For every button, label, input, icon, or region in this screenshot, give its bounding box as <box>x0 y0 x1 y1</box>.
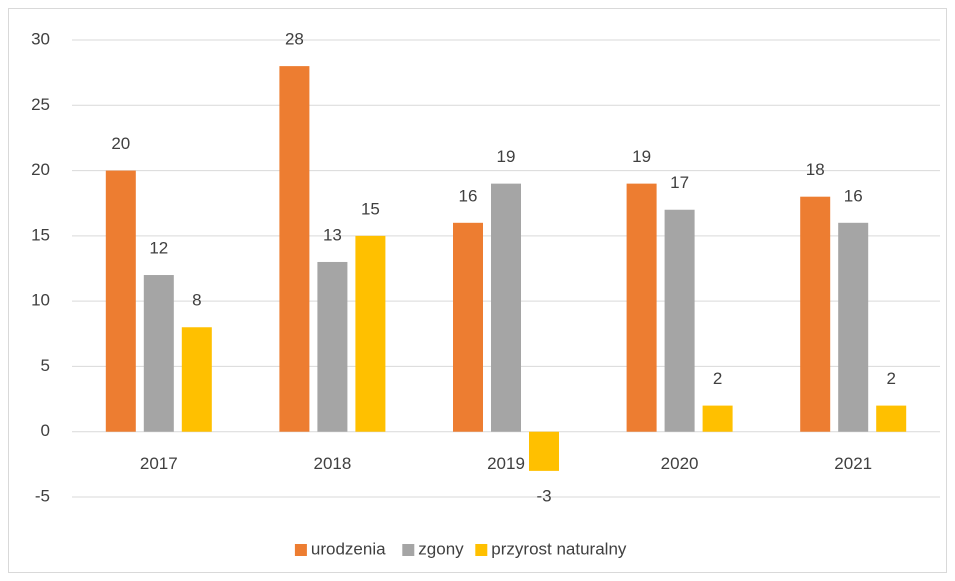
bar <box>664 209 695 432</box>
y-tick-label: -5 <box>35 486 50 505</box>
data-label: 13 <box>323 225 342 244</box>
bar <box>491 183 521 432</box>
data-label: 19 <box>497 147 516 166</box>
bar <box>626 183 657 432</box>
bar <box>181 327 212 432</box>
x-tick-label: 2018 <box>313 454 351 473</box>
y-tick-label: 25 <box>31 95 50 114</box>
y-tick-label: 15 <box>31 225 50 244</box>
y-tick-label: 10 <box>31 291 50 310</box>
bar <box>876 405 907 432</box>
y-tick-label: 30 <box>31 29 50 48</box>
x-tick-label: 2021 <box>834 454 872 473</box>
data-label: 19 <box>632 147 651 166</box>
data-label: 16 <box>844 186 863 205</box>
bar <box>317 261 348 432</box>
legend-label: urodzenia <box>311 539 386 558</box>
data-label: 2 <box>886 369 895 388</box>
bar <box>838 222 869 432</box>
x-tick-label: 2017 <box>140 454 178 473</box>
data-label: 12 <box>149 239 168 258</box>
legend-label: przyrost naturalny <box>491 539 627 558</box>
bar <box>355 235 386 432</box>
bar <box>279 66 310 432</box>
data-label: 18 <box>806 160 825 179</box>
data-label: 2 <box>713 369 722 388</box>
x-tick-label: 2019 <box>487 454 525 473</box>
y-tick-label: 0 <box>41 421 50 440</box>
y-tick-label: 20 <box>31 160 50 179</box>
bar <box>702 405 733 432</box>
data-label: -3 <box>536 486 551 505</box>
legend-swatch <box>294 544 307 556</box>
data-label: 16 <box>459 186 478 205</box>
bar <box>453 222 483 432</box>
bar <box>143 275 174 432</box>
x-tick-label: 2020 <box>661 454 699 473</box>
bar <box>529 431 559 471</box>
legend-swatch <box>475 544 488 556</box>
bar <box>105 170 136 432</box>
legend-swatch <box>402 544 415 556</box>
data-label: 17 <box>670 173 689 192</box>
bar <box>800 196 831 432</box>
data-label: 15 <box>361 199 380 218</box>
data-label: 28 <box>285 30 304 49</box>
y-tick-label: 5 <box>41 356 50 375</box>
data-label: 20 <box>111 134 130 153</box>
data-label: 8 <box>192 291 201 310</box>
legend-label: zgony <box>418 539 464 558</box>
